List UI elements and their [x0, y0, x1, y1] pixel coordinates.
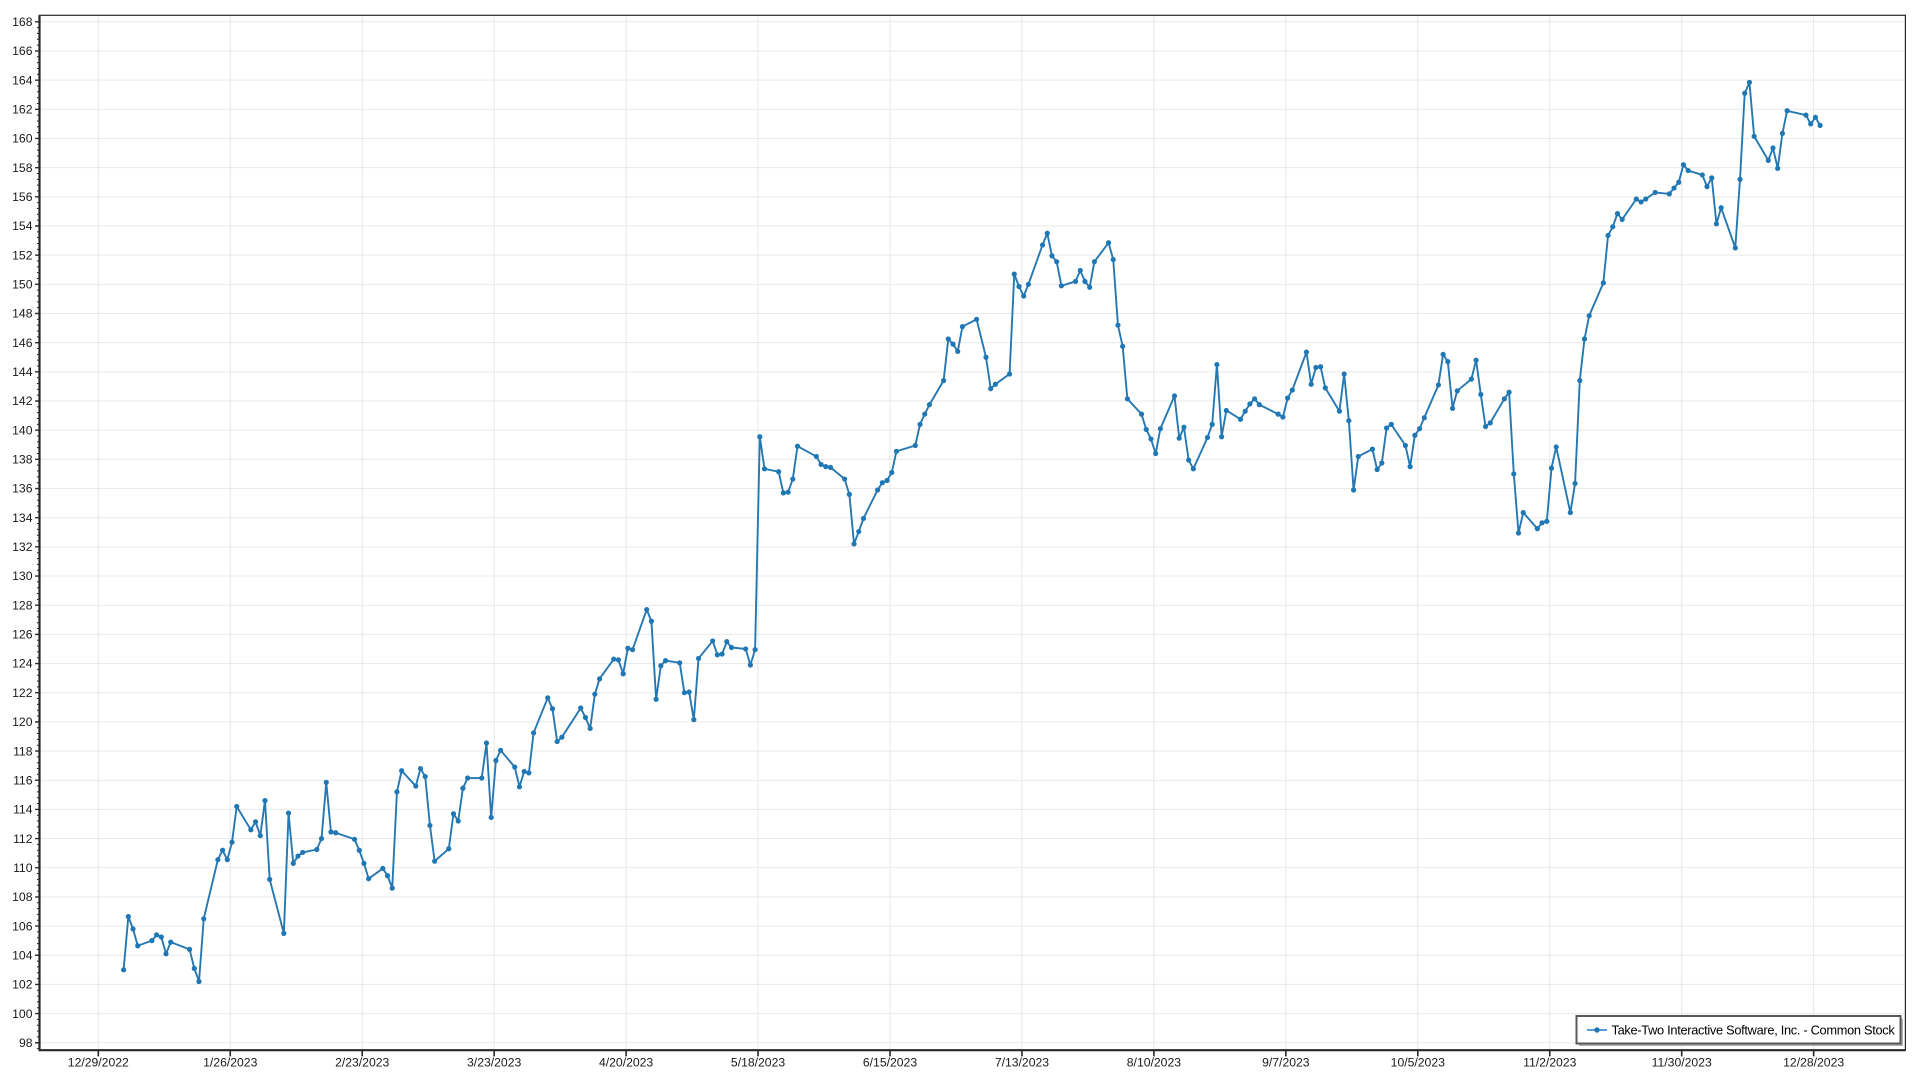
svg-text:166: 166: [12, 44, 33, 58]
svg-text:136: 136: [12, 482, 33, 496]
svg-text:110: 110: [13, 861, 33, 875]
svg-text:156: 156: [12, 190, 33, 204]
svg-text:2/23/2023: 2/23/2023: [335, 1056, 389, 1070]
svg-text:4/20/2023: 4/20/2023: [599, 1056, 653, 1070]
svg-text:140: 140: [12, 423, 33, 437]
svg-text:104: 104: [12, 948, 33, 962]
svg-text:142: 142: [12, 394, 33, 408]
svg-text:152: 152: [12, 248, 33, 262]
svg-text:10/5/2023: 10/5/2023: [1391, 1056, 1445, 1070]
svg-text:114: 114: [13, 803, 33, 817]
svg-text:132: 132: [12, 540, 33, 554]
svg-text:164: 164: [12, 73, 33, 87]
svg-text:120: 120: [12, 715, 33, 729]
svg-text:106: 106: [12, 919, 33, 933]
svg-text:12/29/2022: 12/29/2022: [68, 1056, 129, 1070]
svg-text:11/30/2023: 11/30/2023: [1652, 1056, 1712, 1070]
svg-text:162: 162: [12, 103, 33, 117]
svg-text:7/13/2023: 7/13/2023: [995, 1056, 1049, 1070]
svg-text:138: 138: [12, 453, 33, 467]
svg-text:148: 148: [12, 307, 33, 321]
svg-text:118: 118: [13, 744, 33, 758]
svg-text:116: 116: [13, 773, 33, 787]
svg-text:Take-Two Interactive Software,: Take-Two Interactive Software, Inc. - Co…: [1612, 1023, 1896, 1038]
svg-text:160: 160: [12, 132, 33, 146]
svg-text:158: 158: [12, 161, 33, 175]
svg-text:168: 168: [12, 15, 33, 29]
svg-text:108: 108: [12, 890, 33, 904]
svg-text:130: 130: [12, 569, 33, 583]
svg-text:124: 124: [12, 657, 33, 671]
svg-text:112: 112: [13, 832, 33, 846]
svg-text:1/26/2023: 1/26/2023: [203, 1056, 257, 1070]
svg-text:146: 146: [12, 336, 33, 350]
svg-text:9/7/2023: 9/7/2023: [1262, 1056, 1310, 1070]
svg-text:6/15/2023: 6/15/2023: [863, 1056, 917, 1070]
svg-text:102: 102: [12, 978, 33, 992]
svg-text:8/10/2023: 8/10/2023: [1127, 1056, 1181, 1070]
svg-text:150: 150: [12, 278, 33, 292]
svg-text:12/28/2023: 12/28/2023: [1783, 1056, 1844, 1070]
svg-text:126: 126: [12, 628, 33, 642]
svg-text:122: 122: [12, 686, 33, 700]
svg-text:100: 100: [12, 1007, 33, 1021]
svg-text:98: 98: [19, 1036, 33, 1050]
svg-text:134: 134: [12, 511, 33, 525]
svg-text:11/2/2023: 11/2/2023: [1523, 1056, 1577, 1070]
svg-text:128: 128: [12, 598, 33, 612]
svg-text:144: 144: [12, 365, 33, 379]
svg-text:3/23/2023: 3/23/2023: [467, 1056, 521, 1070]
svg-text:5/18/2023: 5/18/2023: [731, 1056, 785, 1070]
svg-text:154: 154: [12, 219, 33, 233]
